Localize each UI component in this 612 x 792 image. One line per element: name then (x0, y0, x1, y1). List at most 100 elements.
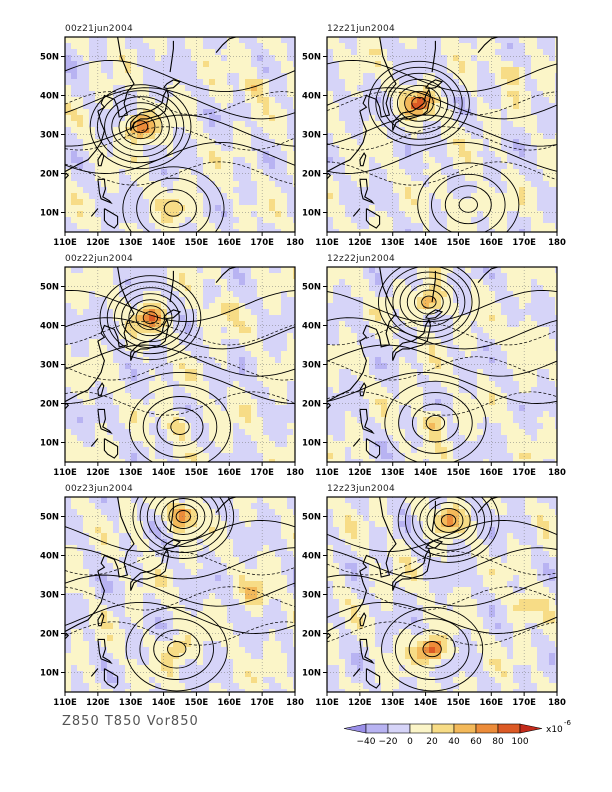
field-cell (239, 339, 246, 346)
field-cell (537, 175, 544, 182)
field-cell (417, 199, 424, 206)
field-cell (423, 49, 430, 56)
field-cell (203, 157, 210, 164)
geopotential-contour (170, 418, 190, 435)
field-cell (143, 429, 150, 436)
field-cell (387, 229, 394, 232)
field-cell (263, 381, 270, 388)
field-cell (191, 193, 198, 200)
field-cell (143, 459, 150, 462)
field-cell (191, 175, 198, 182)
field-cell (95, 381, 102, 388)
field-cell (477, 327, 484, 334)
field-cell (447, 169, 454, 176)
field-cell (215, 429, 222, 436)
field-cell (149, 187, 156, 194)
field-cell (83, 175, 90, 182)
field-cell (387, 193, 394, 200)
field-cell (107, 375, 114, 382)
field-cell (233, 375, 240, 382)
field-cell (197, 181, 204, 188)
field-cell (477, 37, 484, 44)
field-cell (549, 181, 556, 188)
field-cell (339, 37, 346, 44)
field-cell (507, 121, 514, 128)
field-cell (363, 327, 370, 334)
field-cell (83, 453, 90, 460)
field-cell (447, 321, 454, 328)
field-cell (263, 73, 270, 80)
field-cell (173, 453, 180, 460)
field-cell (393, 435, 400, 442)
field-cell (363, 363, 370, 370)
field-cell (89, 55, 96, 62)
field-cell (555, 223, 557, 230)
field-cell (459, 345, 466, 352)
field-cell (155, 181, 162, 188)
field-cell (293, 79, 295, 86)
field-cell (149, 211, 156, 218)
field-cell (191, 405, 198, 412)
field-cell (179, 163, 186, 170)
field-cell (435, 175, 442, 182)
field-cell (131, 37, 138, 44)
field-cell (131, 67, 138, 74)
field-cell (125, 351, 132, 358)
field-cell (293, 273, 295, 280)
field-cell (387, 411, 394, 418)
field-cell (471, 133, 478, 140)
field-cell (155, 435, 162, 442)
field-cell (185, 453, 192, 460)
field-cell (89, 91, 96, 98)
field-cell (465, 327, 472, 334)
field-cell (95, 351, 102, 358)
field-cell (83, 37, 90, 44)
field-cell (95, 145, 102, 152)
field-cell (357, 223, 364, 230)
field-cell (375, 435, 382, 442)
field-cell (287, 405, 294, 412)
x-tick-label: 180 (286, 468, 304, 478)
field-cell (489, 163, 496, 170)
field-cell (501, 199, 508, 206)
field-cell (459, 61, 466, 68)
field-cell (245, 441, 252, 448)
field-cell (71, 187, 78, 194)
field-cell (471, 411, 478, 418)
field-cell (131, 417, 138, 424)
field-cell (245, 181, 252, 188)
field-cell (137, 333, 144, 340)
field-cell (393, 133, 400, 140)
field-cell (519, 169, 526, 176)
field-cell (327, 43, 334, 50)
field-cell (143, 175, 150, 182)
field-cell (465, 375, 472, 382)
field-cell (71, 423, 78, 430)
field-cell (417, 453, 424, 460)
field-cell (519, 127, 526, 134)
field-cell (345, 223, 352, 230)
field-cell (345, 345, 352, 352)
field-cell (339, 351, 346, 358)
coastline (65, 267, 135, 403)
field-cell (233, 133, 240, 140)
field-cell (489, 423, 496, 430)
field-cell (191, 417, 198, 424)
field-cell (83, 67, 90, 74)
field-cell (173, 223, 180, 230)
x-tick-label: 160E (218, 468, 242, 478)
field-cell (287, 423, 294, 430)
field-cell (77, 157, 84, 164)
field-cell (507, 115, 514, 122)
field-cell (453, 387, 460, 394)
field-cell (149, 399, 156, 406)
field-cell (101, 321, 108, 328)
field-cell (351, 303, 358, 310)
field-cell (197, 447, 204, 454)
field-cell (381, 345, 388, 352)
field-cell (417, 381, 424, 388)
field-cell (393, 321, 400, 328)
field-cell (447, 327, 454, 334)
field-cell (327, 441, 334, 448)
